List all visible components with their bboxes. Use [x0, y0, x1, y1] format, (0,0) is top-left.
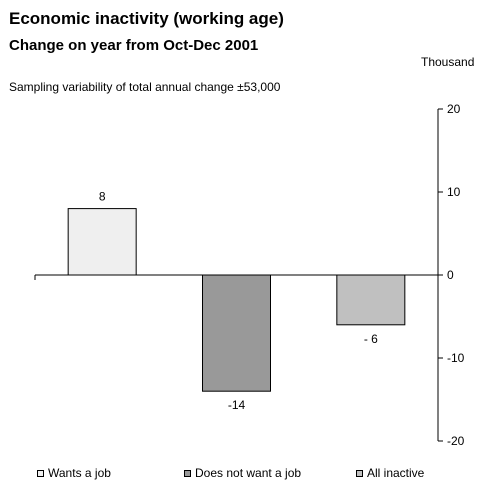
y-tick-label: 10: [447, 185, 461, 199]
y-tick-label: 20: [447, 102, 461, 116]
unit-label: Thousand: [421, 55, 475, 69]
bar-does-not-want-a-job: [202, 274, 271, 392]
chart-title: Economic inactivity (working age): [9, 9, 284, 28]
legend-item-wants-a-job: Wants a job: [37, 466, 111, 480]
sampling-note: Sampling variability of total annual cha…: [9, 80, 281, 94]
legend-label-wants-a-job: Wants a job: [48, 466, 111, 480]
y-tick-label: -20: [447, 434, 465, 448]
y-tick-label: 0: [447, 268, 454, 282]
legend-label-all-inactive: All inactive: [367, 466, 425, 480]
y-tick-label: -10: [447, 351, 465, 365]
legend-item-all-inactive: All inactive: [356, 466, 424, 480]
legend-swatch-all-inactive: [356, 469, 363, 477]
bar-all-inactive: [336, 274, 406, 326]
legend-label-does-not-want-a-job: Does not want a job: [195, 466, 302, 480]
legend-swatch-wants-a-job: [37, 469, 44, 477]
legend-item-does-not-want-a-job: Does not want a job: [184, 466, 301, 480]
legend-swatch-does-not-want-a-job: [184, 469, 191, 477]
bar-wants-a-job: [67, 208, 137, 276]
data-label-all-inactive: - 6: [364, 332, 378, 346]
data-label-does-not-want-a-job: -14: [228, 398, 246, 412]
chart-subtitle: Change on year from Oct-Dec 2001: [9, 37, 259, 54]
data-label-wants-a-job: 8: [99, 190, 106, 204]
